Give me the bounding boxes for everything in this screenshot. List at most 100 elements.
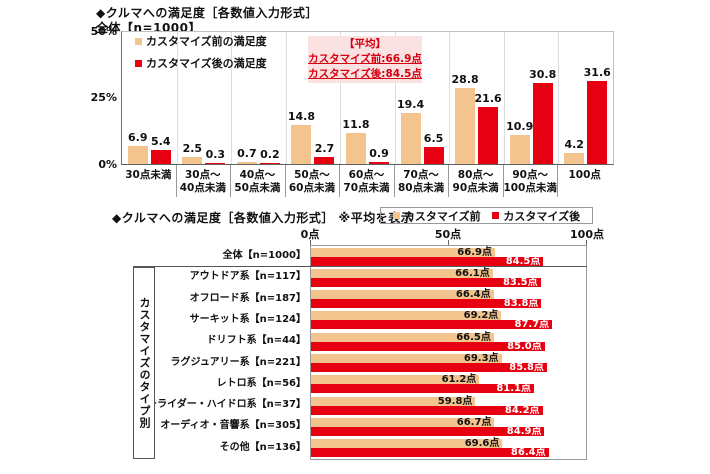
bar-value-label: 4.2 bbox=[564, 137, 584, 151]
y-tick-0: 0% bbox=[98, 158, 117, 171]
bar-after bbox=[205, 162, 226, 164]
bar-value-label: 84.2点 bbox=[504, 404, 540, 416]
bar-after: 84.5点 bbox=[311, 255, 544, 267]
bar-after: 86.4点 bbox=[311, 447, 549, 458]
axis-tickmark bbox=[310, 240, 311, 245]
bar-value-label: 81.1点 bbox=[496, 383, 532, 395]
bar-value-label: 2.5 bbox=[182, 142, 203, 156]
bar-before: 61.2点 bbox=[311, 374, 480, 385]
after-series-swatch-icon bbox=[492, 212, 500, 219]
top-chart-x-axis-labels: 30点未満 30点～ 40点未満 40点～ 50点未満 50点～ 60点未満 60点～ 70点未… bbox=[121, 165, 614, 200]
bar-before: 69.6点 bbox=[311, 438, 503, 449]
bottom-chart-legend: カスタマイズ前 カスタマイズ後 bbox=[380, 207, 593, 224]
row-label: オフロード系【n=187】 bbox=[189, 292, 306, 304]
customize-type-group-label: カスタマイズのタイプ別 bbox=[138, 297, 151, 429]
bar-after: 85.8点 bbox=[311, 362, 547, 373]
after-series-label: カスタマイズ後 bbox=[503, 209, 581, 223]
axis-tickmark bbox=[586, 240, 587, 245]
bar-value-label: 69.2点 bbox=[463, 310, 499, 322]
x-tick-50: 50点 bbox=[434, 228, 462, 241]
x-tick-0: 0点 bbox=[300, 228, 320, 241]
y-tick-50: 50% bbox=[90, 25, 117, 38]
category-tick bbox=[284, 165, 286, 197]
bar-after: 81.1点 bbox=[311, 383, 535, 395]
bar-value-label: 0.3 bbox=[205, 147, 226, 161]
bar-before: 69.2点 bbox=[311, 310, 502, 322]
bar-value-label: 85.0点 bbox=[507, 340, 542, 352]
before-series-swatch-icon bbox=[135, 37, 142, 45]
before-series-swatch-icon bbox=[392, 212, 400, 219]
legend-item-after: カスタマイズ後の満足度 bbox=[135, 55, 267, 71]
category-tick bbox=[230, 165, 232, 197]
row-label: ドリフト系【n=44】 bbox=[206, 335, 306, 347]
bar-value-label: 6.5 bbox=[423, 131, 444, 145]
bar-before bbox=[400, 112, 421, 164]
bar-before: 66.7点 bbox=[311, 416, 495, 428]
axis-tickmark bbox=[448, 240, 449, 245]
bar-before: 66.1点 bbox=[311, 267, 493, 279]
category-tick bbox=[339, 165, 341, 197]
top-chart-title: ◆クルマへの満足度［各数値入力形式］ bbox=[96, 6, 318, 20]
category-label: 30点～ 40点未満 bbox=[179, 169, 226, 194]
row-label: オーディオ・音響系【n=305】 bbox=[160, 420, 306, 432]
grid-separator bbox=[231, 32, 233, 164]
category-label: 70点～ 80点未満 bbox=[397, 169, 445, 194]
bar-value-label: 84.5点 bbox=[505, 255, 541, 267]
category-tick bbox=[393, 165, 395, 197]
bar-after: 85.0点 bbox=[311, 340, 545, 352]
bottom-chart-title: ◆クルマへの満足度［各数値入力形式］ ※平均を表示 bbox=[112, 211, 414, 225]
bar-before bbox=[346, 132, 366, 164]
bar-value-label: 66.5点 bbox=[456, 331, 491, 343]
bar-value-label: 2.7 bbox=[314, 141, 335, 155]
bar-after bbox=[314, 156, 335, 164]
category-tick bbox=[448, 165, 450, 197]
bar-before bbox=[291, 124, 312, 164]
row-label: アウトドア系【n=117】 bbox=[189, 271, 306, 283]
grid-separator bbox=[558, 32, 560, 164]
legend-item-after: カスタマイズ後 bbox=[492, 208, 580, 224]
grid-separator bbox=[340, 32, 342, 164]
category-label: 40点～ 50点未満 bbox=[234, 169, 281, 194]
after-series-label: カスタマイズ後の満足度 bbox=[146, 57, 267, 70]
bar-after: 83.5点 bbox=[311, 277, 541, 288]
bar-value-label: 0.7 bbox=[237, 147, 257, 161]
row-label: レトロ系【n=56】 bbox=[216, 377, 306, 389]
bar-value-label: 66.1点 bbox=[455, 267, 490, 279]
legend-item-before: カスタマイズ前の満足度 bbox=[135, 33, 267, 49]
bar-value-label: 83.8点 bbox=[503, 298, 539, 310]
bar-after bbox=[369, 161, 389, 164]
row-label: 全体【n=1000】 bbox=[222, 250, 306, 261]
y-tick-25: 25% bbox=[90, 91, 117, 104]
bar-value-label: 31.6 bbox=[583, 65, 611, 79]
average-before-value: カスタマイズ前:66.9点 bbox=[308, 53, 422, 65]
grid-separator bbox=[176, 32, 178, 164]
bar-after: 84.2点 bbox=[311, 404, 543, 416]
bar-after: 83.8点 bbox=[311, 298, 542, 310]
bar-value-label: 87.7点 bbox=[514, 319, 550, 331]
bar-before bbox=[182, 157, 203, 164]
bar-before bbox=[455, 87, 476, 164]
bar-after: 87.7点 bbox=[311, 319, 553, 331]
row-label: ローライダー・ハイドロ系【n=37】 bbox=[137, 399, 306, 411]
bar-before: 66.9点 bbox=[311, 247, 495, 258]
category-label: 60点～ 70点未満 bbox=[343, 169, 390, 194]
bar-value-label: 0.9 bbox=[369, 146, 389, 160]
bar-after bbox=[532, 82, 553, 164]
category-label: 50点～ 60点未満 bbox=[288, 169, 335, 194]
bar-value-label: 0.2 bbox=[260, 147, 280, 161]
bar-value-label: 59.8点 bbox=[437, 395, 473, 407]
bar-after bbox=[259, 162, 280, 164]
grid-separator bbox=[503, 32, 505, 164]
bar-value-label: 10.9 bbox=[506, 120, 534, 134]
category-tick bbox=[175, 165, 177, 197]
average-score-box: 【平均】 カスタマイズ前:66.9点 カスタマイズ後:84.5点 bbox=[308, 36, 422, 83]
grid-separator bbox=[449, 32, 451, 164]
bar-value-label: 66.7点 bbox=[456, 416, 492, 428]
before-series-label: カスタマイズ前の満足度 bbox=[146, 35, 267, 48]
bar-before bbox=[127, 145, 148, 164]
after-series-swatch-icon bbox=[135, 59, 142, 67]
category-label: 100点 bbox=[568, 169, 601, 181]
bar-value-label: 69.3点 bbox=[463, 353, 499, 364]
bar-value-label: 66.4点 bbox=[455, 289, 491, 301]
